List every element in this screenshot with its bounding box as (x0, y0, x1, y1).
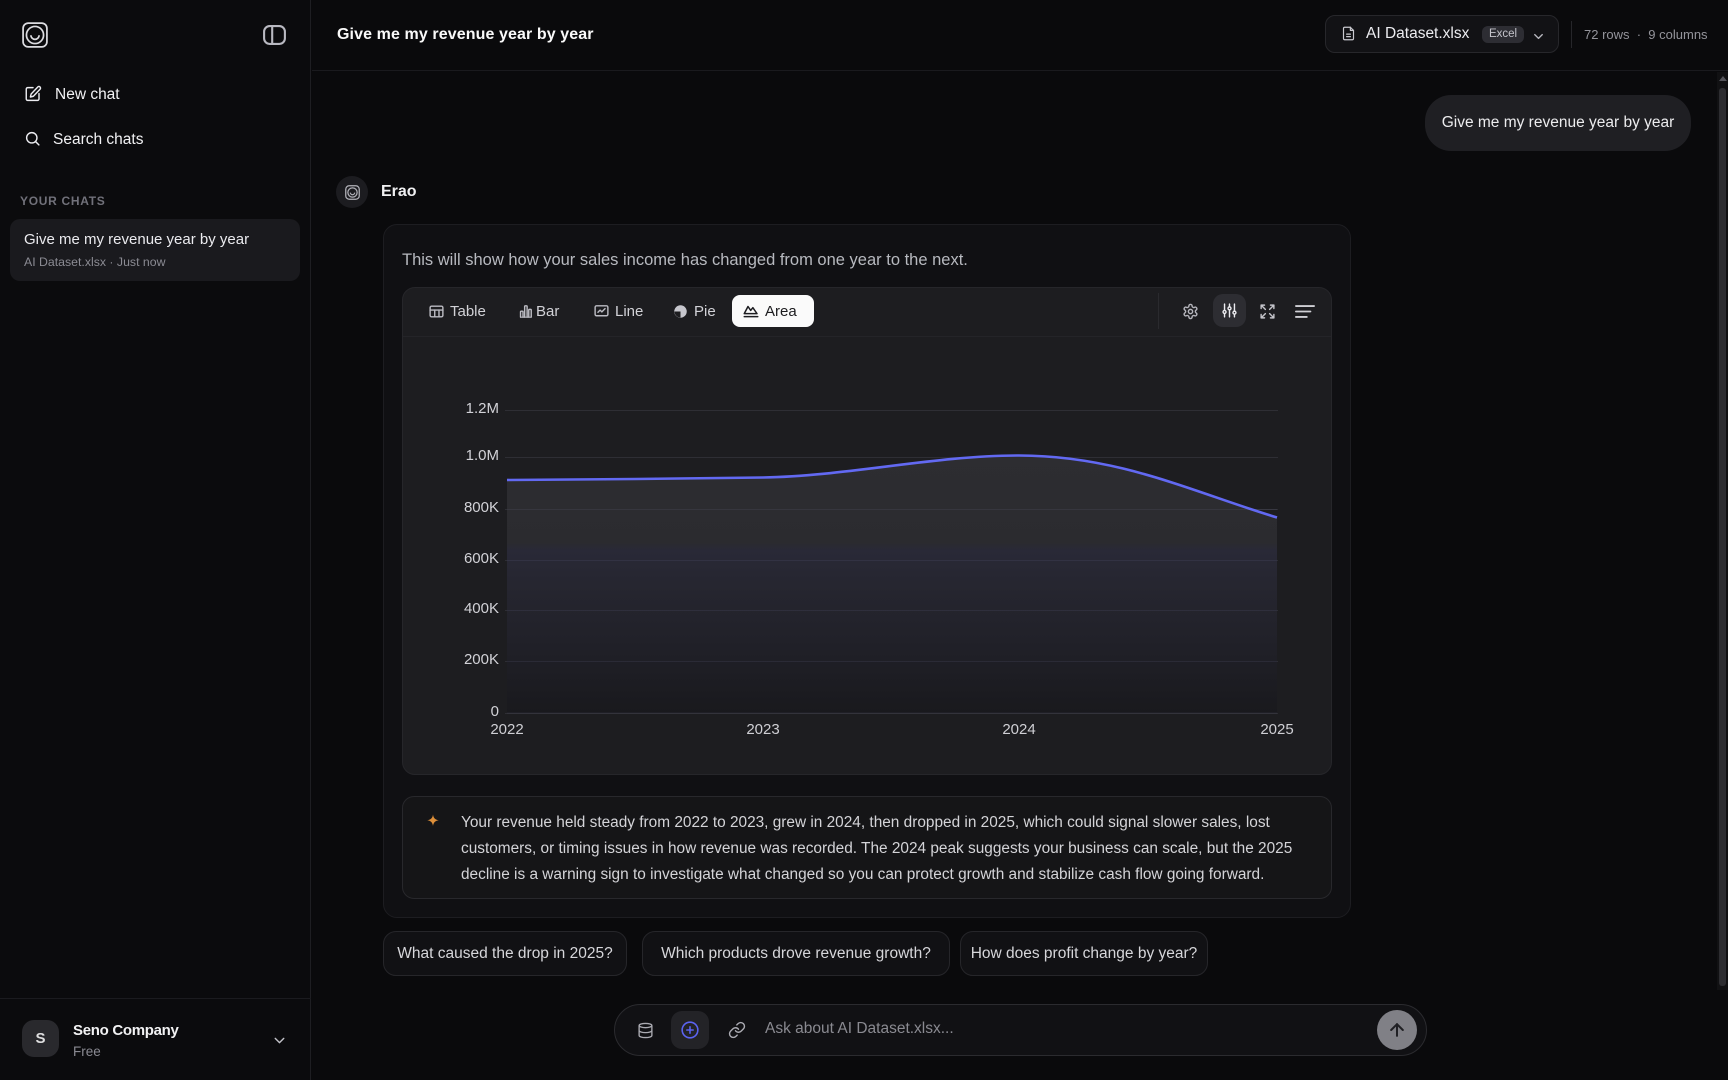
svg-text:1.2M: 1.2M (466, 400, 499, 417)
svg-text:400K: 400K (464, 600, 499, 617)
svg-text:800K: 800K (464, 499, 499, 516)
svg-text:1.0M: 1.0M (466, 447, 499, 464)
svg-text:2024: 2024 (1002, 721, 1035, 738)
svg-text:2022: 2022 (490, 721, 523, 738)
svg-text:2023: 2023 (746, 721, 779, 738)
svg-text:600K: 600K (464, 550, 499, 567)
svg-text:200K: 200K (464, 651, 499, 668)
svg-text:2025: 2025 (1260, 721, 1293, 738)
svg-text:0: 0 (491, 703, 499, 720)
